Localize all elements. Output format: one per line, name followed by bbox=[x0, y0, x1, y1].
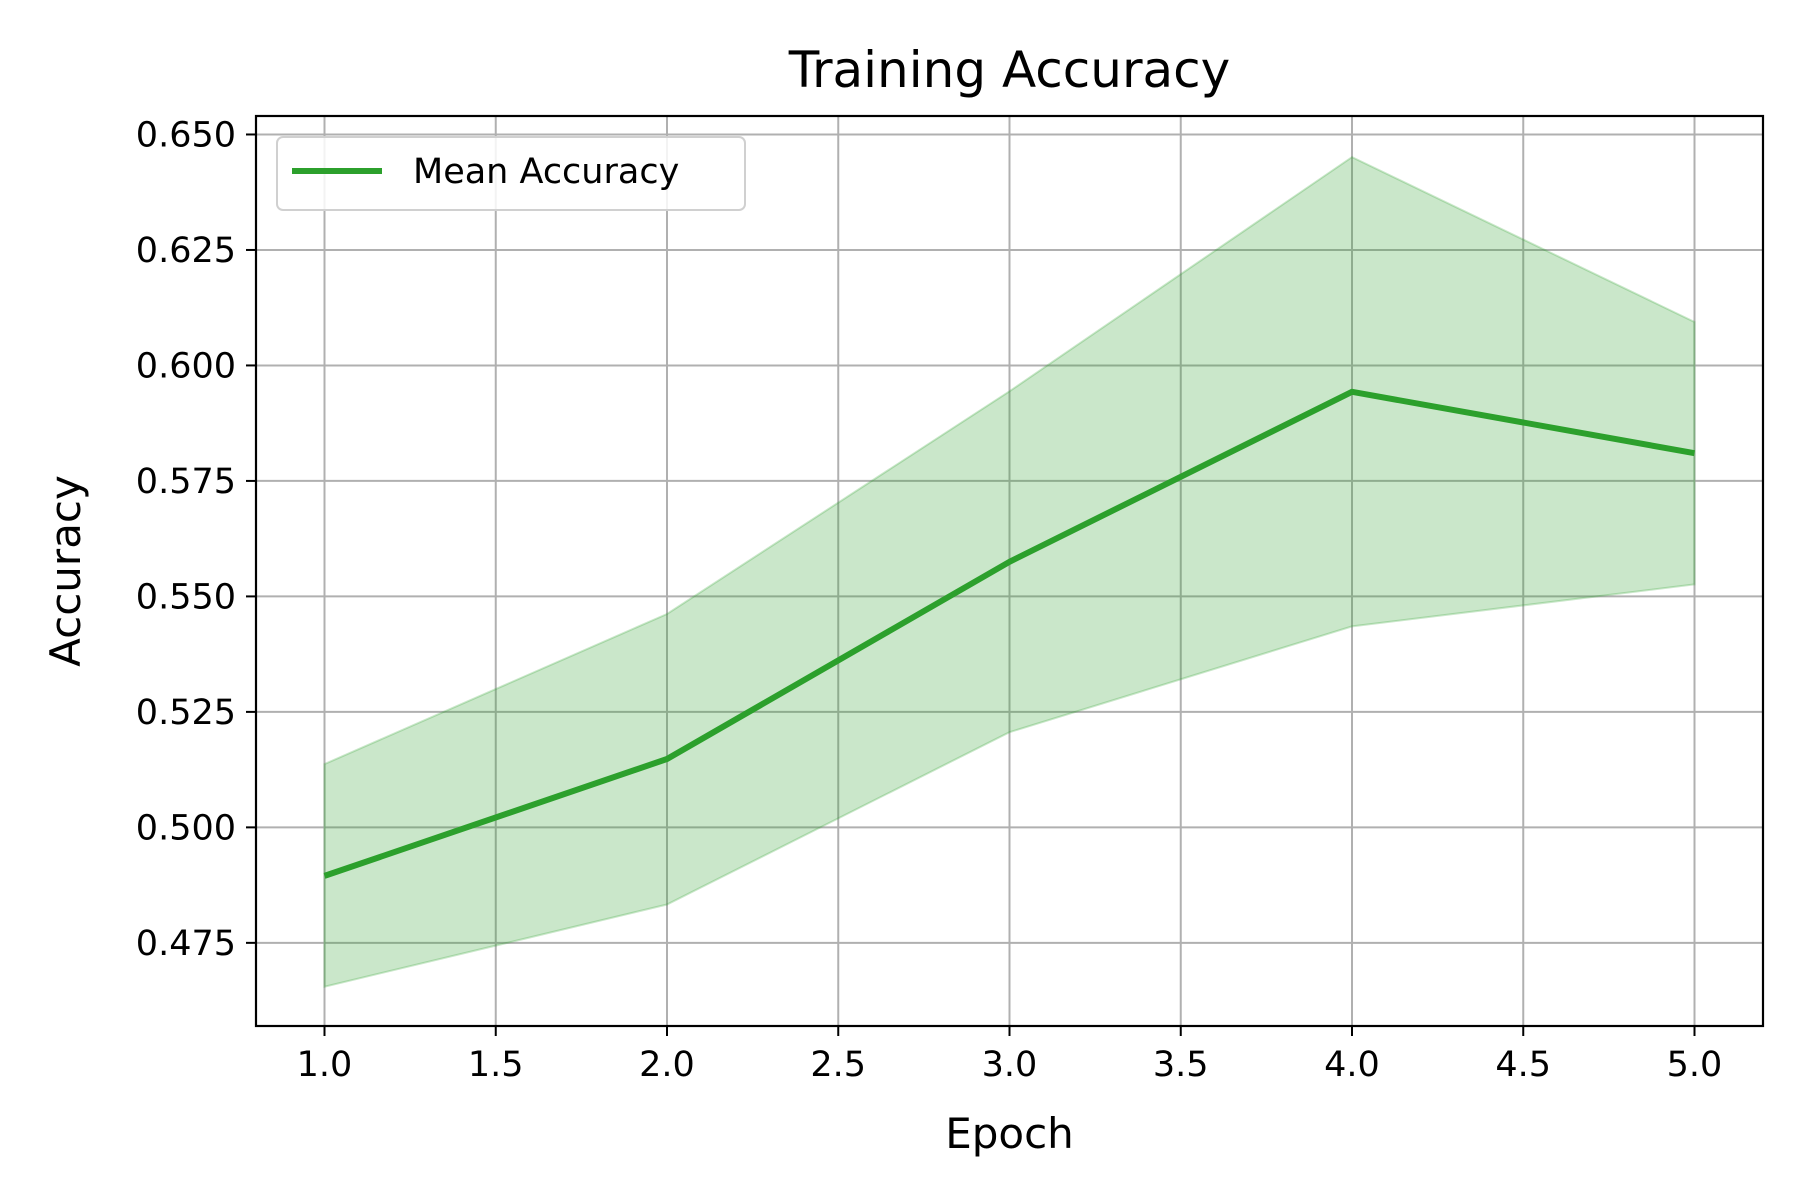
confidence-band bbox=[323, 155, 1696, 988]
y-tick-label: 0.525 bbox=[136, 693, 236, 733]
x-tick-label: 3.0 bbox=[982, 1045, 1038, 1085]
series-line bbox=[323, 388, 1696, 879]
x-tick-label: 4.5 bbox=[1495, 1045, 1551, 1085]
grid bbox=[256, 116, 1763, 1026]
x-tick-label: 1.0 bbox=[297, 1045, 353, 1085]
y-tick-label: 0.650 bbox=[136, 115, 236, 155]
legend-label: Mean Accuracy bbox=[413, 152, 679, 192]
x-tick-label: 2.0 bbox=[639, 1045, 695, 1085]
x-tick-label: 1.5 bbox=[468, 1045, 524, 1085]
x-tick-label: 3.5 bbox=[1153, 1045, 1209, 1085]
legend-box bbox=[276, 136, 746, 211]
legend: Mean Accuracy bbox=[276, 136, 746, 211]
x-tick-label: 2.5 bbox=[810, 1045, 866, 1085]
y-tick-label: 0.550 bbox=[136, 577, 236, 617]
y-tick-label: 0.625 bbox=[136, 231, 236, 271]
chart-title: Training Accuracy bbox=[788, 41, 1230, 99]
y-tick-label: 0.575 bbox=[136, 462, 236, 502]
std-band bbox=[323, 155, 1696, 988]
y-axis-title: Accuracy bbox=[41, 475, 90, 667]
x-axis-title: Epoch bbox=[945, 1109, 1074, 1158]
x-tick-label: 5.0 bbox=[1667, 1045, 1723, 1085]
x-axis: 1.0 1.5 2.0 2.5 3.0 3.5 4.0 4.5 5.0 bbox=[297, 1026, 1723, 1085]
x-tick-label: 4.0 bbox=[1324, 1045, 1380, 1085]
y-tick-label: 0.500 bbox=[136, 808, 236, 848]
y-tick-label: 0.600 bbox=[136, 346, 236, 386]
y-axis: 0.475 0.500 0.525 0.550 0.575 0.600 0.625 0.650 bbox=[136, 115, 256, 964]
y-tick-label: 0.475 bbox=[136, 924, 236, 964]
series-lines bbox=[323, 388, 1696, 879]
